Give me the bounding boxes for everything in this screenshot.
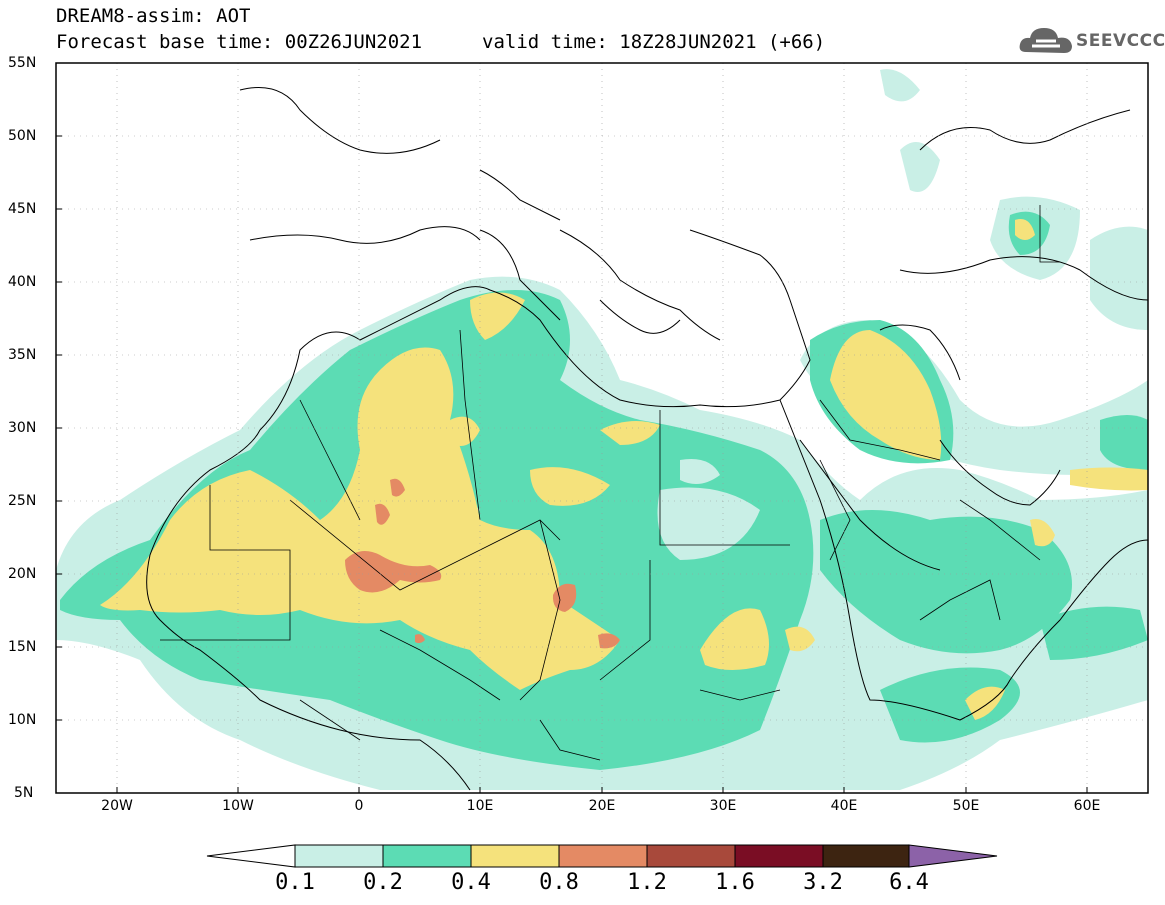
title-line-2: Forecast base time: 00Z26JUN2021 <box>56 31 423 53</box>
lat-label: 20N <box>8 566 37 582</box>
lon-label: 20E <box>588 798 616 814</box>
valid-time: valid time: 18Z28JUN2021 (+66) <box>482 31 826 53</box>
lon-label: 10W <box>222 798 254 814</box>
lat-label: 15N <box>8 639 37 655</box>
lat-label: 50N <box>8 128 37 144</box>
colorbar-label: 1.2 <box>627 870 667 895</box>
lon-label: 0 <box>354 798 364 814</box>
lon-label: 60E <box>1073 798 1101 814</box>
colorbar-label: 0.2 <box>363 870 403 895</box>
lon-label: 40E <box>830 798 858 814</box>
lon-label: 50E <box>952 798 980 814</box>
cloud-logo-icon <box>1019 28 1072 53</box>
gridlines <box>56 63 1148 793</box>
lon-label: 30E <box>709 798 737 814</box>
lat-label: 10N <box>8 712 37 728</box>
coastlines <box>146 87 1148 791</box>
lat-label: 25N <box>8 493 37 509</box>
lat-label: 55N <box>8 55 37 71</box>
title-line-1: DREAM8-assim: AOT <box>56 5 251 27</box>
lat-label: 45N <box>8 201 37 217</box>
colorbar-label: 0.1 <box>275 870 315 895</box>
colorbar-label: 3.2 <box>803 870 843 895</box>
lon-label: 20W <box>101 798 133 814</box>
lat-label: 30N <box>8 420 37 436</box>
lat-label: 5N <box>14 785 34 801</box>
borders <box>160 205 1060 761</box>
colorbar-label: 0.8 <box>539 870 579 895</box>
lon-label: 10E <box>466 798 494 814</box>
colorbar-label: 1.6 <box>715 870 755 895</box>
brand-name: SEEVCCC <box>1076 31 1165 51</box>
lat-label: 40N <box>8 274 37 290</box>
lat-label: 35N <box>8 347 37 363</box>
colorbar-label: 6.4 <box>889 870 929 895</box>
aot-band-yellow <box>100 219 1148 720</box>
colorbar-label: 0.4 <box>451 870 491 895</box>
brand-logo: SEEVCCC <box>1018 22 1165 58</box>
tick-marks <box>56 62 1088 793</box>
